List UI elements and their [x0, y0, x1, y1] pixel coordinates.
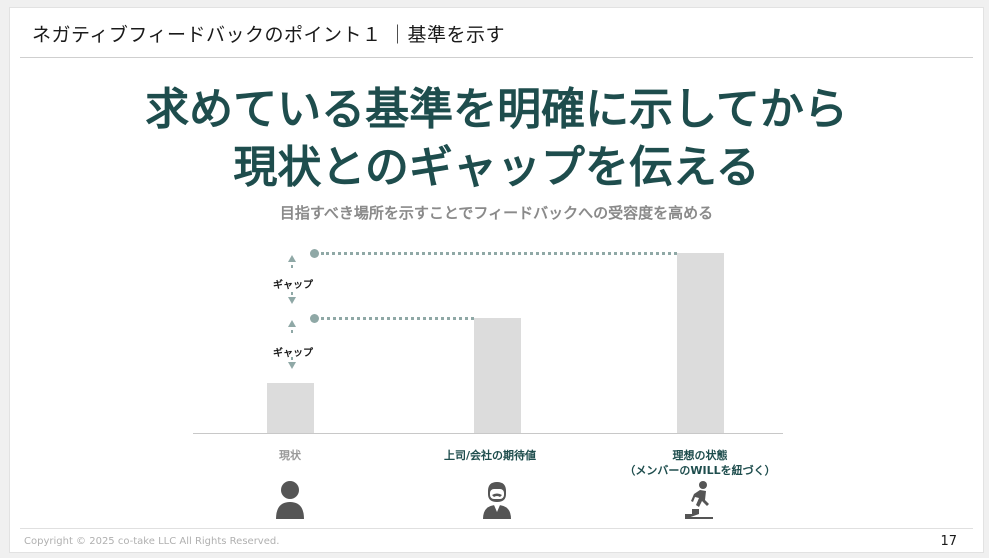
gap-upper-arrow-down-icon — [288, 297, 296, 304]
bar-1 — [266, 383, 314, 433]
bar-3 — [676, 253, 724, 433]
copyright-text: Copyright © 2025 co-take LLC All Rights … — [24, 536, 280, 547]
gap-upper-tick-2 — [291, 292, 293, 295]
bar-2 — [473, 318, 521, 433]
headline-line-2: 現状とのギャップを伝える — [233, 142, 760, 193]
header-divider — [20, 57, 973, 58]
slide-header-title: ネガティブフィードバックのポイント１ ｜基準を示す — [32, 24, 506, 46]
category-label-ideal-line1: 理想の状態 — [672, 449, 728, 462]
person-icon — [273, 480, 307, 520]
gap-lower-tick-1 — [291, 330, 293, 333]
gap-upper-tick-1 — [291, 265, 293, 268]
manager-icon — [480, 480, 514, 520]
connector-dot-1 — [310, 314, 319, 323]
gap-label-lower: ギャップ — [273, 348, 313, 359]
category-label-expectation: 上司/会社の期待値 — [443, 449, 537, 462]
gap-lower-arrow-up-icon — [288, 320, 296, 327]
connector-line-1 — [321, 317, 474, 320]
gap-lower-arrow-down-icon — [288, 362, 296, 369]
subtitle: 目指すべき場所を示すことでフィードバックへの受容度を高める — [279, 204, 714, 222]
headline-line-1: 求めている基準を明確に示してから — [145, 84, 848, 135]
connector-line-2 — [321, 252, 677, 255]
gap-lower-tick-2 — [291, 357, 293, 360]
gap-upper-arrow-up-icon — [288, 255, 296, 262]
category-label-current: 現状 — [279, 449, 301, 462]
chart-baseline — [193, 433, 783, 434]
page-number: 17 — [940, 534, 957, 549]
category-label-ideal: 理想の状態 （メンバーのWILLを紐づく） — [610, 448, 790, 478]
gap-label-upper: ギャップ — [273, 280, 313, 291]
category-label-ideal-line2: （メンバーのWILLを紐づく） — [624, 464, 776, 477]
footer-divider — [20, 528, 973, 529]
connector-dot-2 — [310, 249, 319, 258]
slide: ネガティブフィードバックのポイント１ ｜基準を示す 求めている基準を明確に示して… — [9, 7, 984, 553]
climbing-stairs-icon — [683, 480, 717, 520]
